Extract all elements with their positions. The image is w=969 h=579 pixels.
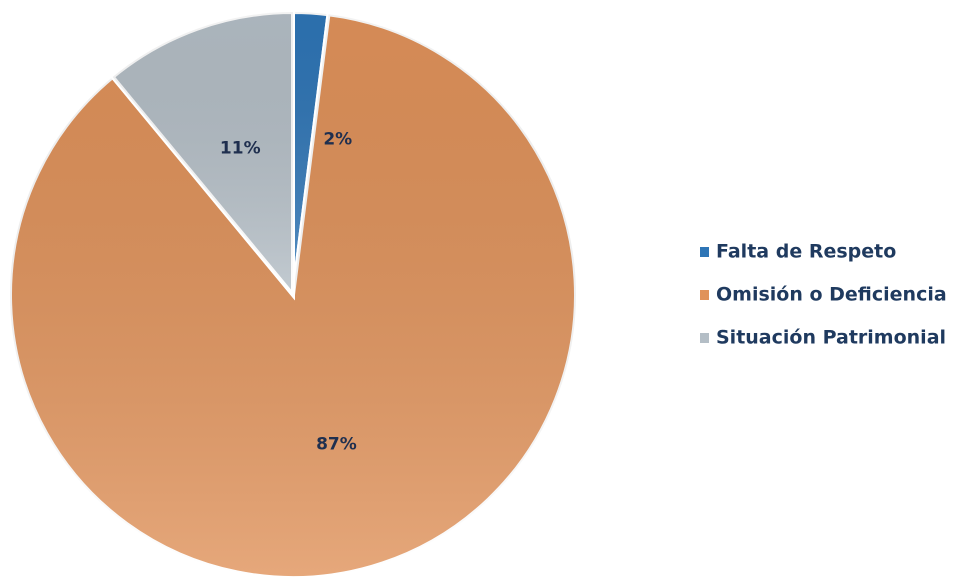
legend-swatch <box>700 290 709 300</box>
legend-label: Situación Patrimonial <box>716 327 946 349</box>
slice-shade <box>112 12 293 295</box>
value-label: 2% <box>323 130 352 150</box>
value-label: 87% <box>316 434 357 454</box>
value-label: 11% <box>220 139 261 159</box>
legend-label: Falta de Respeto <box>716 241 896 263</box>
legend-label: Omisión o Deficiencia <box>716 284 947 306</box>
legend-swatch <box>700 333 709 343</box>
legend-swatch <box>700 247 709 257</box>
